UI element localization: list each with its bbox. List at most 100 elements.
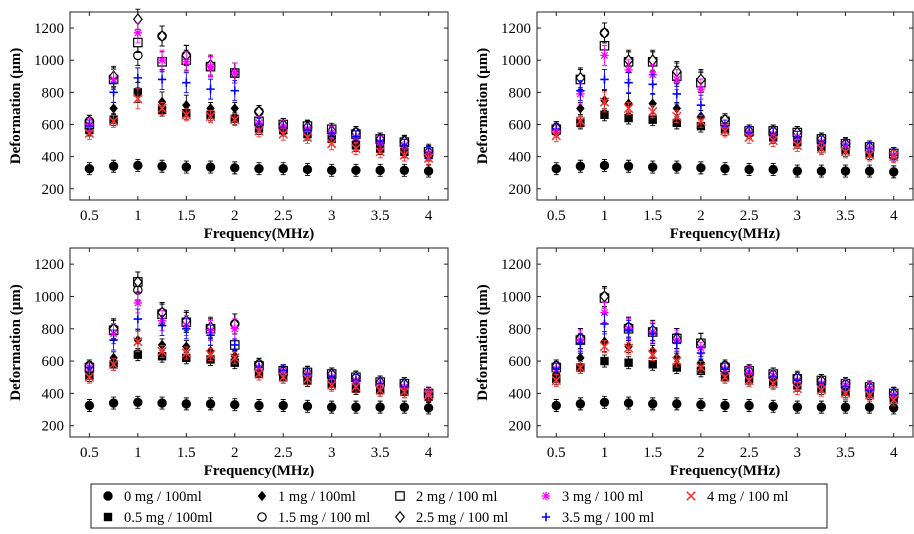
- data-point: [744, 400, 754, 411]
- data-point: [351, 165, 361, 175]
- x-tick-label: 0.5: [547, 445, 566, 461]
- legend-marker: [395, 510, 405, 524]
- x-tick-label: 3: [328, 208, 336, 224]
- legend-marker: [257, 512, 267, 522]
- data-point: [599, 160, 610, 171]
- data-point: [575, 161, 586, 171]
- y-tick-label: 1200: [501, 257, 531, 273]
- data-point: [864, 390, 875, 400]
- legend-item: 0 mg / 100ml: [103, 489, 202, 505]
- data-point: [399, 387, 410, 397]
- legend-label: 2 mg / 100 ml: [416, 489, 497, 505]
- data-point: [864, 150, 875, 160]
- legend-label: 0.5 mg / 100ml: [124, 510, 213, 526]
- data-point: [84, 372, 95, 382]
- data-point: [696, 362, 706, 373]
- y-tick-label: 400: [509, 386, 532, 402]
- data-point: [599, 97, 610, 107]
- data-point: [133, 314, 143, 324]
- data-point: [108, 359, 119, 370]
- data-point: [278, 129, 288, 139]
- data-point: [157, 56, 167, 65]
- legend-item: 2 mg / 100 ml: [395, 489, 497, 505]
- data-point: [600, 75, 609, 84]
- data-point: [182, 99, 191, 111]
- y-tick-label: 600: [42, 354, 65, 370]
- data-point: [206, 62, 215, 71]
- x-tick-label: 2: [697, 208, 705, 224]
- y-tick-label: 1000: [34, 289, 64, 305]
- legend-item: 0.5 mg / 100ml: [103, 510, 213, 526]
- data-point: [400, 141, 409, 150]
- y-tick-label: 200: [42, 182, 65, 198]
- data-point: [108, 398, 119, 408]
- data-point: [302, 132, 313, 143]
- data-point: [696, 348, 706, 358]
- series-9: [84, 88, 434, 165]
- data-point: [672, 356, 682, 366]
- legend-item: 3.5 mg / 100 ml: [541, 510, 654, 526]
- data-point: [720, 400, 730, 411]
- legend-label: 1.5 mg / 100 ml: [278, 510, 370, 526]
- data-point: [768, 135, 778, 146]
- data-point: [302, 374, 313, 384]
- x-tick-label: 2: [231, 208, 239, 224]
- data-point: [624, 113, 633, 123]
- series-9: [84, 331, 434, 402]
- data-point: [181, 110, 192, 120]
- y-tick-label: 800: [509, 322, 532, 338]
- data-point: [599, 341, 610, 352]
- data-point: [792, 140, 803, 151]
- data-point: [599, 397, 610, 407]
- data-point: [206, 103, 215, 114]
- data-point: [254, 400, 264, 411]
- data-point: [575, 399, 586, 409]
- data-point: [157, 321, 167, 330]
- data-point: [768, 164, 778, 175]
- data-point: [133, 336, 143, 347]
- data-point: [840, 402, 851, 412]
- data-point: [672, 339, 681, 348]
- x-tick-label: 1: [601, 208, 609, 224]
- y-axis-label: Deformation (μm): [475, 284, 491, 400]
- data-point: [375, 402, 385, 412]
- data-point: [157, 29, 168, 43]
- legend-item: 1 mg / 100ml: [257, 489, 356, 505]
- data-point: [327, 129, 336, 138]
- chart-panel-3: 0.5 1 1.5 2 2.5 3 3.5 4 200 400 600 800 1000 1200 Freq…: [8, 247, 449, 479]
- data-point: [672, 103, 681, 114]
- data-point: [133, 73, 143, 83]
- data-point: [551, 400, 561, 411]
- y-tick-label: 1200: [34, 257, 64, 273]
- data-point: [206, 84, 215, 94]
- data-point: [181, 162, 192, 172]
- series-1: [551, 395, 899, 415]
- legend-label: 2.5 mg / 100 ml: [416, 510, 508, 526]
- data-point: [648, 329, 657, 338]
- y-tick-label: 400: [42, 386, 65, 402]
- data-point: [888, 151, 899, 162]
- data-point: [108, 116, 119, 126]
- y-tick-label: 200: [509, 182, 532, 198]
- x-tick-label: 1: [601, 445, 609, 461]
- data-point: [399, 402, 410, 412]
- data-point: [230, 163, 240, 173]
- data-point: [205, 349, 216, 360]
- data-point: [375, 165, 385, 175]
- data-point: [551, 375, 562, 386]
- data-point: [551, 130, 562, 141]
- data-point: [230, 340, 239, 350]
- x-tick-label: 1.5: [643, 445, 662, 461]
- x-tick-label: 4: [890, 208, 898, 224]
- data-point: [864, 166, 875, 176]
- data-point: [792, 166, 803, 176]
- data-point: [600, 51, 609, 60]
- data-point: [351, 143, 361, 154]
- legend: 0 mg / 100ml 1 mg / 100ml 2 mg / 100 ml 3 m…: [90, 483, 828, 529]
- x-axis-label: Frequency(MHz): [670, 463, 781, 479]
- x-tick-label: 3.5: [371, 208, 390, 224]
- y-tick-label: 600: [42, 117, 65, 133]
- data-point: [423, 153, 434, 163]
- data-point: [552, 364, 561, 374]
- x-tick-label: 2: [231, 445, 239, 461]
